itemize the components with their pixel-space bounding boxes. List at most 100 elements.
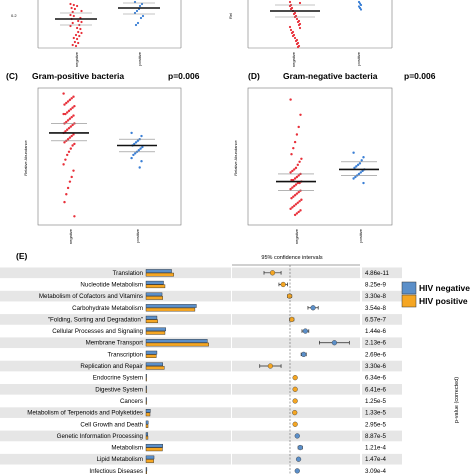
top-left-panel: 0.2 negative positive xyxy=(11,0,182,67)
y-axis-label: Relative Abundance xyxy=(233,139,238,175)
data-point xyxy=(73,215,76,218)
panel-e-rows: Translation 4.86e-11 Nucleotide Metabolism… xyxy=(0,267,402,474)
pvalue-label: 2.13e-6 xyxy=(365,340,387,347)
data-point xyxy=(289,28,293,32)
bar-hiv-negative xyxy=(145,409,151,413)
ci-point xyxy=(297,444,303,451)
data-point xyxy=(352,177,355,180)
data-point xyxy=(352,151,355,154)
data-point xyxy=(299,113,302,116)
data-point xyxy=(362,181,365,185)
data-point xyxy=(69,147,73,150)
pvalue-label: 6.57e-7 xyxy=(365,316,387,323)
bar-hiv-negative xyxy=(145,292,163,297)
row-shade xyxy=(0,453,231,465)
row-shade xyxy=(362,384,402,395)
panel-c-marks xyxy=(49,92,157,218)
top-right-points xyxy=(288,0,363,49)
row-shade xyxy=(362,453,402,465)
bar-hiv-positive xyxy=(145,272,174,277)
data-point xyxy=(296,45,300,49)
data-point xyxy=(354,175,357,179)
pvalue-label: 2.95e-5 xyxy=(365,421,387,428)
data-point xyxy=(295,17,299,21)
data-point xyxy=(296,20,300,24)
legend-label-hiv-negative: HIV negative xyxy=(419,283,470,293)
data-point xyxy=(74,33,78,37)
data-point xyxy=(297,190,300,194)
data-point xyxy=(65,120,68,124)
ci-point xyxy=(292,386,298,392)
data-point xyxy=(293,184,296,188)
data-point xyxy=(63,200,66,204)
data-point xyxy=(66,137,70,141)
top-left-points xyxy=(69,0,145,48)
category-label: Replication and Repair xyxy=(80,363,143,370)
bar-hiv-positive xyxy=(145,284,166,289)
row-shade xyxy=(362,430,402,442)
row-shade xyxy=(362,314,402,325)
data-point xyxy=(295,175,299,179)
legend-swatch-hiv-negative xyxy=(401,281,417,295)
data-point xyxy=(68,117,72,120)
x-tick-label: negative xyxy=(291,51,296,67)
ci-point xyxy=(292,398,298,404)
panel-label-d: (D) xyxy=(248,71,260,81)
data-point xyxy=(297,210,300,214)
data-point xyxy=(295,192,299,195)
data-point xyxy=(296,163,299,167)
ci-point xyxy=(331,340,338,346)
data-point xyxy=(133,142,136,146)
data-point xyxy=(361,169,364,173)
bar-hiv-positive xyxy=(145,459,154,463)
data-point xyxy=(298,200,301,203)
data-point xyxy=(289,7,293,11)
bar-hiv-negative xyxy=(145,362,163,367)
data-point xyxy=(70,6,73,10)
data-point xyxy=(288,4,292,8)
panel-label-e: (E) xyxy=(16,251,28,261)
legend-label-hiv-positive: HIV positive xyxy=(419,296,468,306)
data-point xyxy=(67,126,71,130)
data-point xyxy=(72,36,75,40)
category-label: Endocrine System xyxy=(93,375,143,382)
ci-point xyxy=(301,351,307,357)
bar-hiv-negative xyxy=(145,327,166,332)
x-tick-label: negative xyxy=(74,51,79,67)
bar-hiv-negative xyxy=(145,397,147,401)
data-point xyxy=(362,156,365,159)
data-point xyxy=(290,178,293,182)
data-point xyxy=(73,142,76,146)
row-shade xyxy=(0,267,231,279)
data-point xyxy=(141,145,144,149)
data-point xyxy=(141,14,145,18)
pvalue-label: 6.41e-6 xyxy=(365,386,387,393)
bar-hiv-positive xyxy=(145,319,158,324)
data-point xyxy=(73,7,76,11)
data-point xyxy=(65,101,68,105)
x-tick-label: positive xyxy=(137,51,142,65)
category-label: Metabolism xyxy=(111,445,143,452)
data-point xyxy=(62,112,65,116)
data-point xyxy=(132,153,135,157)
data-point xyxy=(295,133,299,136)
panel-d: (D) Gram-negative bacteria p=0.006 Relat… xyxy=(233,71,436,244)
panel-d-marks xyxy=(276,98,379,217)
bar-hiv-negative xyxy=(145,304,197,308)
y-axis-label: Rel xyxy=(228,13,233,19)
row-shade xyxy=(232,337,360,349)
data-point xyxy=(64,158,67,161)
ci-point xyxy=(292,421,298,427)
x-tick-label: positive xyxy=(358,228,363,242)
data-point xyxy=(289,171,292,174)
panel-e: (E) 95% confidence intervals Translation… xyxy=(0,251,470,474)
bar-hiv-negative xyxy=(145,374,147,378)
bar-hiv-negative xyxy=(145,269,172,273)
panel-c-pvalue: p=0.006 xyxy=(168,71,200,81)
data-point xyxy=(72,169,75,172)
data-point xyxy=(298,1,302,5)
data-point xyxy=(296,181,299,185)
category-label: Metabolism of Cofactors and Vitamins xyxy=(39,293,143,300)
data-point xyxy=(68,98,72,102)
ci-title: 95% confidence intervals xyxy=(261,255,322,261)
